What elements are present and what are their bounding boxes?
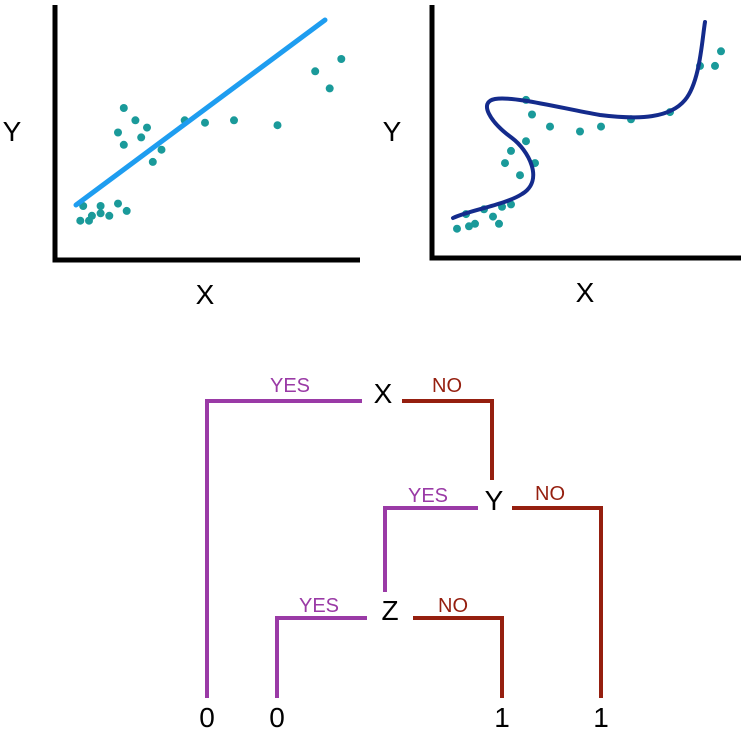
right-plot-dot <box>711 61 719 70</box>
right-plot-dot <box>471 219 479 228</box>
right-plot-axes <box>429 5 741 261</box>
tree-leaf-0: 0 <box>199 702 215 733</box>
left-plot-x-axis-label: X <box>196 279 215 310</box>
right-plot-dot <box>717 47 725 56</box>
right-plot-dot <box>501 159 509 168</box>
decision-tree: X YES NO Y YES NO Z YES NO 0 0 1 1 <box>199 375 609 733</box>
right-plot-dot <box>516 171 524 180</box>
left-plot-dot <box>114 199 122 208</box>
right-plot-dot <box>528 110 536 119</box>
left-plot-dot <box>119 104 128 112</box>
tree-leaf-1: 0 <box>269 702 285 733</box>
tree-edge-z-yes <box>275 616 367 698</box>
right-plot-dot <box>489 212 497 221</box>
left-plot-dot <box>96 209 105 218</box>
right-plot-curve-fit-line <box>451 20 707 220</box>
left-plot-dot <box>105 211 114 220</box>
tree-edge-y-no-label: NO <box>535 483 565 505</box>
right-plot-dot <box>507 200 515 209</box>
right-plot-dot <box>576 127 584 136</box>
right-plot-dot <box>507 146 515 155</box>
left-plot-dot <box>119 140 128 149</box>
left-plot-dot <box>76 216 85 225</box>
left-plot-dot <box>122 206 131 215</box>
right-plot-x-axis-label: X <box>576 277 595 308</box>
left-plot-dot <box>157 145 166 154</box>
left-plot-dot <box>143 123 151 132</box>
left-plot-dot <box>201 118 209 127</box>
tree-edge-z-no <box>413 616 504 698</box>
left-plot-dot <box>114 128 122 137</box>
left-plot-dot <box>85 216 93 225</box>
tree-node-z: Z <box>381 595 398 626</box>
tree-edge-x-no-label: NO <box>432 375 462 397</box>
tree-node-x: X <box>374 378 393 409</box>
left-plot-dot <box>96 202 105 210</box>
left-plot-y-axis-label: Y <box>3 116 22 147</box>
left-plot-dot <box>230 116 238 125</box>
right-plot-dot <box>465 222 473 231</box>
left-plot-dot <box>148 157 157 166</box>
left-plot-dot <box>273 121 282 130</box>
right-plot-dot <box>546 122 554 131</box>
tree-edge-x-no <box>402 399 494 480</box>
tree-edge-z-yes-label: YES <box>299 595 339 617</box>
left-plot-dot <box>311 67 320 76</box>
right-plot-dot <box>453 224 461 233</box>
left-plot-dot <box>337 55 346 63</box>
tree-edge-x-yes-label: YES <box>270 375 310 397</box>
tree-node-y: Y <box>485 485 504 516</box>
tree-edge-y-no <box>512 506 603 698</box>
tree-edge-y-yes-label: YES <box>408 485 448 507</box>
left-plot: Y X <box>3 5 360 310</box>
right-plot-dot <box>495 219 503 228</box>
left-plot-dot <box>325 84 334 93</box>
tree-leaf-3: 1 <box>593 702 609 733</box>
left-plot-dot <box>131 116 140 125</box>
right-plot-dot <box>597 122 605 131</box>
right-plot-dot <box>522 137 530 146</box>
right-plot: Y X <box>383 5 741 308</box>
tree-edge-x-yes <box>205 399 362 698</box>
tree-edge-y-yes <box>383 506 478 592</box>
tree-edge-z-no-label: NO <box>438 595 468 617</box>
left-plot-dots <box>76 55 346 225</box>
left-plot-linear-fit-line <box>73 17 328 208</box>
tree-leaf-2: 1 <box>494 702 510 733</box>
left-plot-axes <box>52 5 360 263</box>
right-plot-y-axis-label: Y <box>383 116 402 147</box>
left-plot-dot <box>137 133 146 142</box>
